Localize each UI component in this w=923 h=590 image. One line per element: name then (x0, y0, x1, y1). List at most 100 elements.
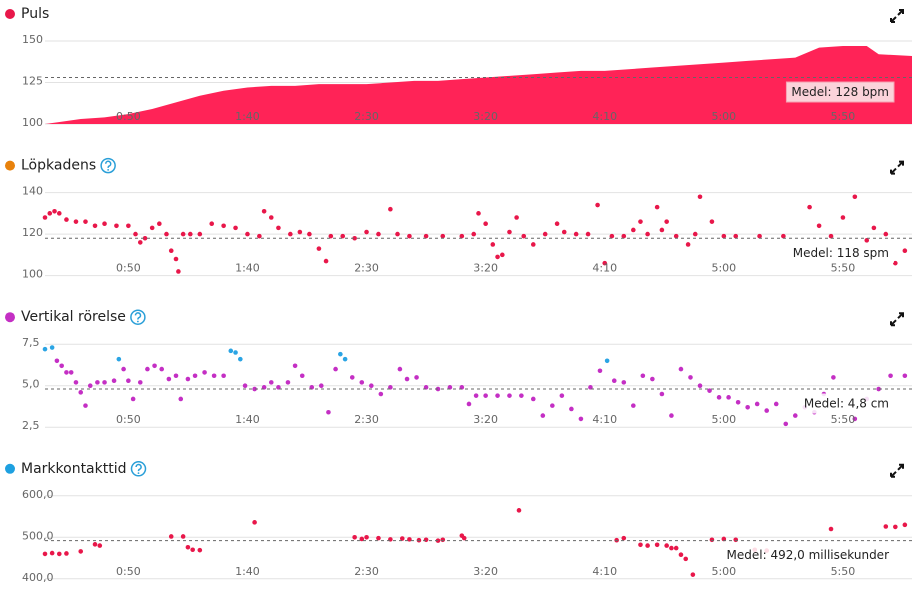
y-tick-label: 140 (22, 185, 43, 198)
legend-dot (5, 9, 15, 19)
expand-glyph (890, 463, 904, 478)
point (588, 385, 593, 390)
help-icon[interactable] (100, 157, 116, 174)
point (64, 551, 69, 556)
point (42, 551, 48, 557)
legend-dot (5, 312, 15, 323)
point (540, 413, 546, 418)
point (709, 537, 715, 543)
point (447, 385, 453, 390)
point (42, 346, 48, 352)
point (602, 260, 608, 266)
point (650, 376, 655, 382)
point (852, 416, 858, 422)
point (654, 204, 660, 210)
point (47, 211, 53, 216)
help-dot (137, 472, 140, 474)
point (54, 358, 60, 364)
point (757, 233, 762, 239)
expand-icon[interactable] (890, 312, 904, 327)
point (388, 206, 393, 212)
point (871, 225, 877, 231)
point (261, 385, 267, 390)
expand-icon[interactable] (890, 463, 904, 478)
point (476, 211, 481, 216)
point (440, 537, 446, 543)
point (297, 229, 303, 235)
point (435, 386, 441, 392)
point (78, 549, 84, 554)
point (238, 356, 243, 362)
point (152, 363, 157, 369)
point (783, 421, 789, 427)
point (816, 223, 822, 229)
point (42, 215, 48, 220)
point (669, 413, 674, 418)
point (471, 231, 477, 237)
point (876, 386, 881, 392)
point (92, 223, 98, 229)
point (142, 235, 148, 241)
x-tick-label: 4:10 (592, 110, 617, 123)
point (893, 524, 898, 530)
mean-label-box (787, 242, 894, 263)
point (268, 215, 274, 220)
point (352, 235, 357, 241)
point (307, 231, 312, 237)
x-tick-label: 3:20 (473, 413, 498, 426)
point (318, 383, 324, 389)
point (221, 373, 226, 379)
help-dot (136, 320, 139, 323)
point (735, 400, 741, 405)
point (192, 373, 198, 379)
point (745, 404, 750, 410)
expand-icon[interactable] (890, 160, 904, 175)
point (111, 378, 117, 384)
point (578, 416, 584, 422)
y-tick-label: 400,0 (22, 571, 54, 584)
point (807, 204, 812, 210)
point (414, 375, 419, 380)
point (49, 550, 55, 556)
expand-icon[interactable] (890, 9, 904, 23)
point (659, 227, 665, 233)
point (228, 348, 234, 354)
point (638, 219, 643, 224)
point (261, 208, 267, 214)
x-tick-label: 5:00 (711, 565, 736, 578)
point (359, 536, 365, 542)
point (209, 221, 215, 227)
point (595, 202, 600, 208)
legend-dot (5, 463, 15, 474)
expand-glyph (890, 312, 904, 327)
point (638, 542, 643, 548)
point (185, 376, 191, 382)
point (257, 233, 262, 239)
help-dot (107, 169, 110, 171)
point (831, 375, 836, 380)
help-icon[interactable] (130, 461, 147, 477)
help-icon[interactable] (130, 309, 146, 325)
point (495, 393, 500, 398)
point (483, 393, 488, 398)
x-tick-label: 2:30 (354, 110, 379, 123)
point (399, 536, 405, 541)
x-tick-label: 4:10 (592, 565, 617, 578)
point (697, 383, 703, 389)
point (137, 240, 143, 245)
point (435, 538, 441, 543)
point (530, 396, 536, 402)
chart-title: Löpkadens (21, 158, 96, 174)
point (316, 246, 322, 251)
point (852, 194, 858, 200)
point (678, 552, 684, 558)
point (187, 231, 193, 237)
point (102, 221, 107, 227)
point (507, 229, 512, 235)
point (864, 238, 870, 243)
point (604, 358, 610, 364)
x-tick-label: 1:40 (235, 413, 260, 426)
point (133, 231, 138, 237)
point (359, 380, 365, 385)
point (157, 221, 162, 227)
